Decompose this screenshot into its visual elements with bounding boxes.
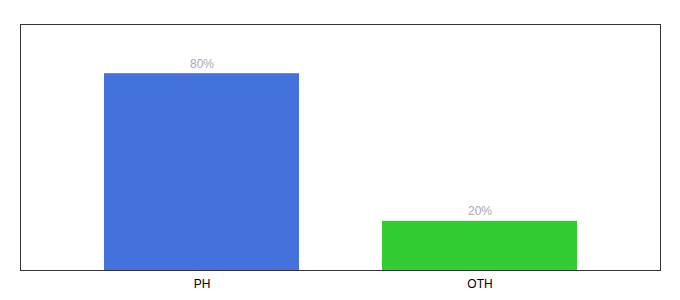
svg-text:PH: PH — [194, 277, 211, 291]
svg-text:80%: 80% — [190, 57, 214, 71]
svg-text:20%: 20% — [468, 204, 492, 218]
svg-text:OTH: OTH — [467, 277, 492, 291]
